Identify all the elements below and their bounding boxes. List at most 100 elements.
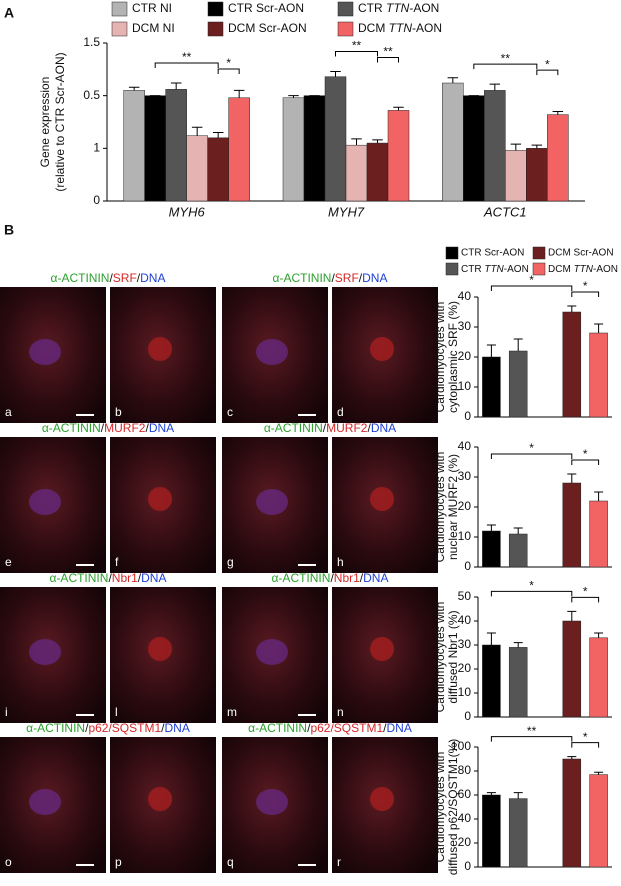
image-title-part: α-ACTININ	[51, 271, 110, 285]
image-title-part: α-ACTININ	[273, 271, 332, 285]
y-tick-label: 10	[458, 685, 472, 699]
bar	[589, 500, 608, 568]
significance-label: **	[383, 45, 393, 59]
bar	[186, 135, 208, 202]
bar	[303, 95, 326, 202]
legend-label: CTR TTN-AON	[461, 264, 529, 275]
image-letter: r	[337, 855, 341, 869]
image-title-part: p62/SQSTM1	[310, 721, 383, 735]
nucleus	[256, 639, 288, 665]
legend-label: CTR Scr-AON	[228, 1, 304, 15]
y-axis-title: Gene expression	[38, 77, 52, 168]
bar	[324, 76, 347, 202]
image-title-part: p62/SQSTM1	[88, 721, 161, 735]
significance-bracket	[154, 62, 219, 69]
legend-swatch	[532, 246, 546, 260]
y-tick-label: 10	[458, 379, 472, 393]
nucleus	[148, 487, 172, 511]
y-axis-title: (relative to CTR Scr-AON)	[53, 52, 67, 191]
image-title-part: /	[85, 721, 89, 735]
x-tick-label: MYH7	[328, 204, 365, 219]
x-tick-label: ACTC1	[483, 204, 527, 219]
image-letter: l	[115, 705, 118, 719]
bar	[387, 110, 410, 202]
significance-label: *	[583, 279, 588, 293]
image-title-part: /	[367, 421, 371, 435]
error-bar	[567, 610, 577, 621]
y-axis-title: diffused Nbr1 (%)	[446, 610, 460, 703]
nucleus	[370, 487, 394, 511]
bar	[505, 150, 527, 202]
error-bar	[170, 82, 182, 90]
image-title: α-ACTININ/SRF/DNA	[51, 271, 166, 285]
error-bar	[486, 344, 496, 357]
image-title-part: /	[323, 421, 327, 435]
significance-label: *	[583, 730, 588, 744]
image-title: α-ACTININ/Nbr1/DNA	[272, 571, 389, 585]
nucleus	[370, 787, 394, 811]
image-letter: q	[227, 855, 234, 869]
error-bar	[351, 138, 362, 146]
y-tick-label: 30	[458, 637, 472, 651]
image-letter: i	[5, 705, 8, 719]
error-bar	[552, 110, 564, 115]
nucleus	[370, 637, 394, 661]
nucleus	[256, 789, 288, 815]
error-bar	[372, 139, 383, 144]
bar	[207, 137, 229, 202]
significance-bracket	[335, 50, 378, 57]
significance-label: *	[529, 441, 534, 455]
nucleus	[29, 789, 61, 815]
bar	[463, 95, 485, 202]
image-title-part: /	[101, 421, 105, 435]
image-title: α-ACTININ/p62/SQSTM1/DNA	[26, 721, 190, 735]
image-letter: a	[5, 405, 12, 419]
bar	[282, 97, 305, 202]
bar	[562, 758, 582, 868]
nucleus	[256, 489, 288, 515]
image-letter: m	[227, 705, 237, 719]
image-title-part: /	[145, 421, 149, 435]
panel-label: A	[4, 5, 14, 21]
error-bar	[567, 305, 577, 312]
significance-label: *	[583, 447, 588, 461]
y-tick-label: 20	[458, 835, 472, 849]
bar	[345, 144, 368, 202]
error-bar	[513, 642, 523, 648]
image-title-part: /	[307, 721, 311, 735]
bar	[482, 356, 501, 418]
error-bar	[594, 632, 604, 638]
legend-label: CTR Scr-AON	[461, 248, 524, 259]
bar	[562, 620, 582, 718]
y-tick-label: 0	[464, 709, 471, 723]
significance-bracket	[217, 68, 240, 75]
legend-swatch	[207, 1, 224, 17]
nucleus	[148, 637, 172, 661]
bar	[482, 794, 501, 868]
bar	[482, 644, 501, 718]
y-tick-label: 100	[451, 739, 471, 753]
error-bar	[567, 756, 577, 759]
error-bar	[489, 83, 501, 91]
legend-swatch	[337, 21, 354, 37]
y-tick-label: 40	[458, 439, 472, 453]
y-axis-title: Cardiomyocytes with	[433, 452, 447, 563]
y-axis-title: Cardiomyocytes with	[433, 752, 447, 863]
y-tick-label: 0	[93, 193, 100, 207]
image-title-part: MURF2	[326, 421, 368, 435]
image-title-part: DNA	[363, 571, 388, 585]
image-title-part: α-ACTININ	[26, 721, 85, 735]
bar	[508, 647, 528, 718]
y-tick-label: 60	[458, 787, 472, 801]
bar	[562, 482, 582, 568]
y-tick-label: 20	[458, 499, 472, 513]
image-title-part: DNA	[386, 721, 411, 735]
y-tick-label: 50	[458, 589, 472, 603]
error-bar	[233, 89, 245, 98]
image-title-part: α-ACTININ	[264, 421, 323, 435]
y-axis-title: Cardiomyocytes with	[433, 602, 447, 713]
image-letter: g	[227, 555, 234, 569]
image-letter: f	[115, 555, 119, 569]
image-letter: e	[5, 555, 12, 569]
bar	[123, 90, 145, 202]
